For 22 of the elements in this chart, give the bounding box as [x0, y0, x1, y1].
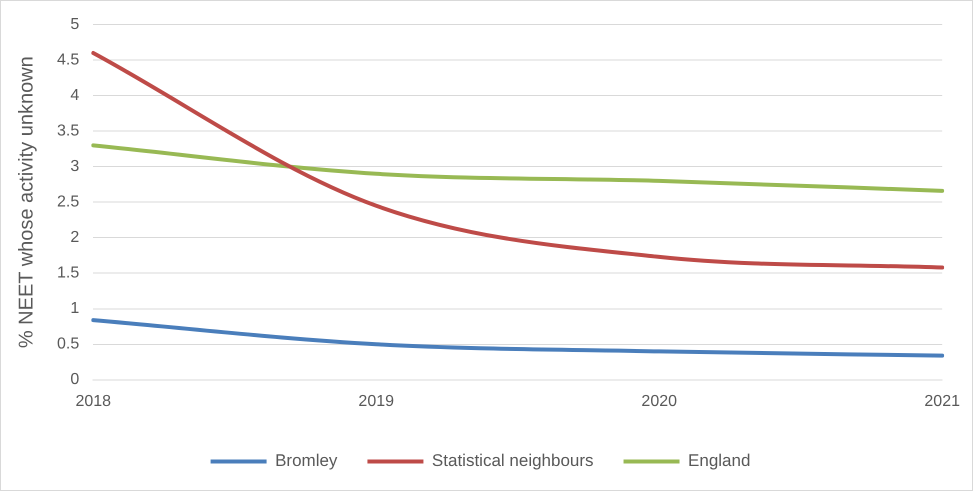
y-tick-label: 1 — [70, 300, 80, 318]
y-tick-label: 0.5 — [56, 336, 80, 353]
legend-label: Statistical neighbours — [432, 451, 594, 470]
y-tick-label: 2.5 — [56, 194, 80, 211]
y-tick-label: 4.5 — [56, 52, 80, 69]
line-series — [91, 143, 944, 193]
x-tick-label: 2018 — [75, 392, 112, 410]
x-tick-label: 2020 — [641, 392, 678, 410]
x-tick-label: 2021 — [924, 392, 960, 410]
y-tick-label: 2 — [70, 229, 80, 246]
y-tick-label: 3 — [70, 158, 80, 176]
y-tick-label: 4 — [70, 87, 80, 104]
line-series — [91, 318, 944, 358]
y-axis-title: % NEET whose activity unknown — [16, 56, 38, 348]
line-series — [91, 51, 944, 270]
legend-label: England — [688, 451, 750, 470]
y-tick-label: 1.5 — [56, 264, 80, 282]
y-tick-label: 5 — [70, 16, 80, 34]
legend-label: Bromley — [275, 451, 338, 470]
y-tick-label: 0 — [70, 371, 80, 388]
y-tick-label: 3.5 — [56, 122, 80, 140]
x-tick-label: 2019 — [358, 392, 394, 410]
